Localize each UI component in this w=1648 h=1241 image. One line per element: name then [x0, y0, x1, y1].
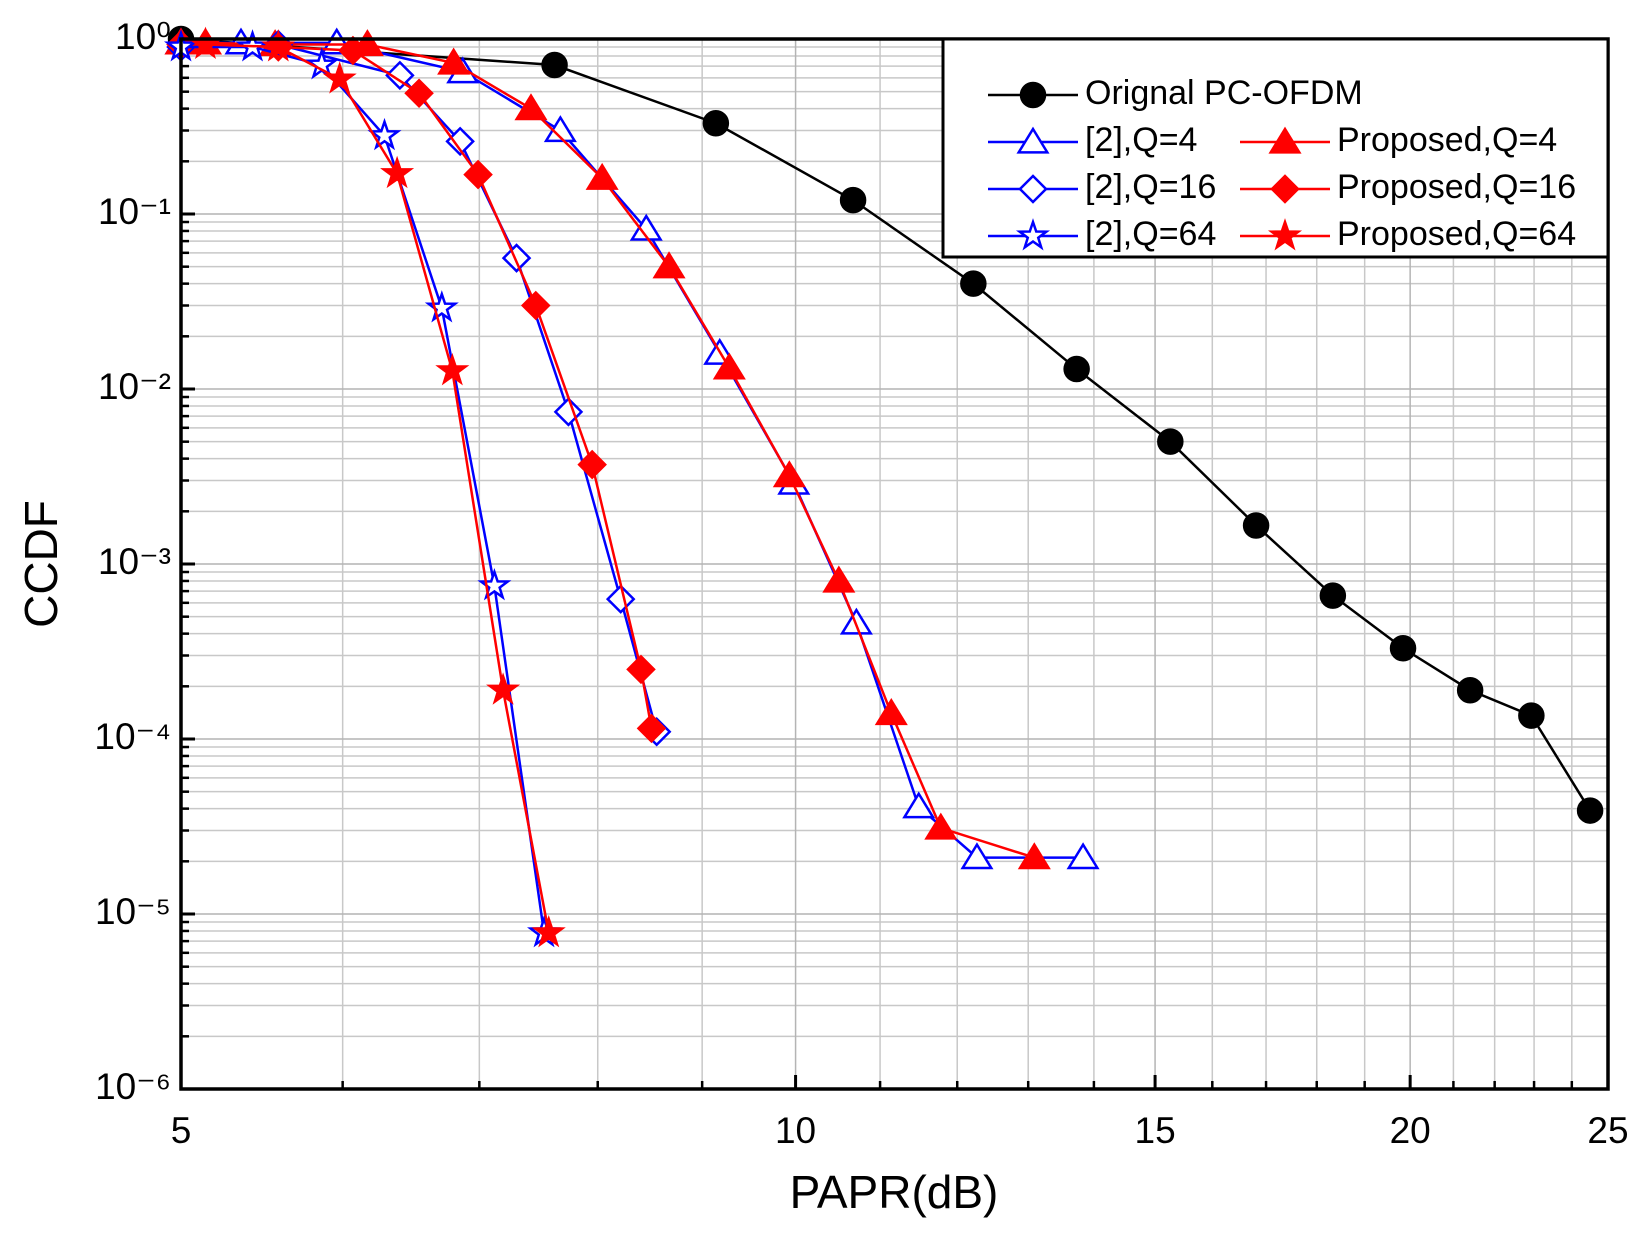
y-tick-label: 10⁻² [98, 366, 171, 407]
series [167, 25, 1604, 824]
marker [822, 565, 856, 593]
marker [1389, 635, 1417, 662]
legend-marker [1016, 126, 1050, 154]
marker [924, 812, 958, 840]
marker [839, 607, 873, 635]
marker [1518, 702, 1545, 729]
marker [1066, 842, 1100, 870]
marker [463, 159, 493, 190]
marker [531, 914, 566, 948]
legend-marker [1015, 218, 1051, 251]
y-tick-label: 10⁻⁵ [95, 891, 171, 932]
legend-label: Proposed,Q=64 [1337, 215, 1576, 253]
marker [626, 654, 656, 685]
marker [501, 243, 532, 273]
marker [1319, 582, 1347, 609]
marker [380, 155, 415, 189]
marker [261, 29, 296, 62]
series-line [205, 43, 550, 934]
series-line [181, 45, 546, 934]
marker [541, 51, 568, 79]
y-axis-label: CCDF [15, 500, 67, 628]
series [166, 29, 672, 747]
marker [577, 449, 607, 480]
legend-label: [2],Q=16 [1085, 168, 1216, 206]
series [188, 26, 566, 948]
marker [486, 672, 521, 705]
y-tick-label: 10⁻³ [98, 541, 171, 582]
marker [367, 117, 402, 151]
x-tick-label: 25 [1587, 1110, 1628, 1151]
marker [960, 842, 994, 870]
marker [960, 270, 987, 297]
marker [424, 290, 459, 323]
series-line [180, 43, 653, 729]
legend-label: Orignal PC-OFDM [1085, 74, 1363, 112]
y-tick-label: 10⁻⁴ [94, 716, 171, 757]
x-tick-label: 5 [171, 1110, 192, 1151]
legend-label: Proposed,Q=16 [1337, 168, 1576, 206]
marker [605, 584, 636, 614]
legend-marker [1270, 174, 1300, 204]
marker [520, 290, 551, 321]
marker [338, 35, 368, 66]
series-line [181, 41, 1035, 859]
marker [839, 186, 867, 214]
series [164, 27, 1051, 870]
marker [652, 251, 686, 279]
marker [585, 162, 619, 190]
marker [712, 352, 746, 380]
legend-marker [1268, 126, 1302, 154]
marker [404, 78, 434, 108]
marker [1063, 355, 1090, 383]
marker [1456, 676, 1484, 704]
marker [874, 698, 908, 726]
x-axis-label: PAPR(dB) [790, 1166, 999, 1218]
y-tick-label: 10⁻⁶ [95, 1066, 171, 1107]
marker [772, 460, 806, 488]
marker [1576, 797, 1604, 824]
legend-label: Proposed,Q=4 [1337, 121, 1557, 159]
marker [322, 61, 357, 94]
marker [636, 713, 667, 744]
marker [477, 567, 512, 601]
legend-label: [2],Q=64 [1085, 215, 1216, 253]
legend-label: [2],Q=4 [1085, 121, 1197, 159]
series [166, 29, 667, 744]
marker [437, 47, 471, 75]
marker [1242, 512, 1270, 539]
x-tick-label: 15 [1135, 1110, 1176, 1151]
x-tick-label: 10 [775, 1110, 816, 1151]
series-line [180, 43, 658, 733]
series [163, 29, 562, 948]
x-tick-label: 20 [1390, 1110, 1431, 1151]
y-tick-label: 10⁰ [115, 16, 171, 57]
marker [514, 93, 548, 121]
marker [702, 110, 730, 137]
legend-marker [1019, 81, 1047, 109]
legend-marker [1018, 174, 1048, 204]
marker [902, 791, 936, 819]
marker [435, 352, 470, 386]
marker [1017, 842, 1051, 870]
marker [1157, 428, 1184, 455]
marker [385, 60, 415, 91]
legend-marker [1267, 218, 1303, 251]
y-tick-label: 10⁻¹ [98, 191, 171, 232]
plot-frame [179, 37, 1610, 1091]
